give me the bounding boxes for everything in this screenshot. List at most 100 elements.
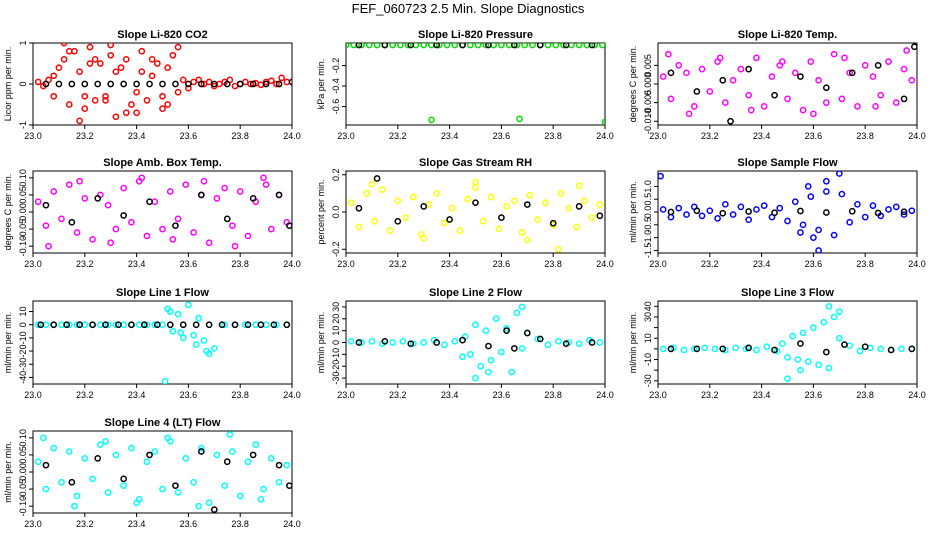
data-point bbox=[58, 321, 65, 329]
data-point bbox=[86, 60, 94, 67]
data-point bbox=[65, 181, 73, 189]
highlight-point bbox=[874, 209, 882, 217]
highlight-point bbox=[218, 321, 226, 329]
data-point bbox=[841, 54, 848, 62]
data-point bbox=[659, 345, 667, 353]
data-point bbox=[50, 72, 58, 80]
x-tick-label: 24.0 bbox=[596, 390, 614, 400]
data-point bbox=[231, 82, 239, 90]
x-tick-label: 23.0 bbox=[337, 131, 355, 141]
data-point bbox=[513, 43, 521, 49]
data-point bbox=[498, 348, 505, 356]
chart-panel: Slope Li-820 Pressure kPa per min. 23.0 23.… bbox=[316, 29, 614, 141]
point-layer bbox=[34, 431, 292, 513]
highlight-point bbox=[81, 80, 89, 88]
data-point bbox=[34, 78, 42, 86]
data-point bbox=[394, 197, 402, 205]
data-point bbox=[164, 101, 172, 108]
figure-title: FEF_060723 2.5 Min. Slope Diagnostics bbox=[352, 1, 585, 16]
highlight-point bbox=[262, 80, 270, 88]
data-point bbox=[76, 117, 83, 125]
highlight-point bbox=[498, 214, 505, 221]
data-point bbox=[838, 95, 846, 103]
highlight-point bbox=[381, 337, 389, 345]
data-point bbox=[552, 43, 560, 49]
data-point bbox=[721, 200, 729, 208]
data-point bbox=[174, 215, 182, 223]
y-tick-label: 1.0 bbox=[643, 180, 653, 193]
data-point bbox=[409, 340, 417, 348]
highlight-point bbox=[771, 91, 778, 99]
data-point bbox=[397, 43, 404, 49]
x-tick-label: 23.4 bbox=[128, 131, 146, 141]
data-point bbox=[698, 65, 706, 73]
data-point bbox=[96, 60, 104, 67]
x-tick-label: 23.6 bbox=[493, 259, 511, 269]
highlight-point bbox=[911, 43, 917, 51]
x-tick-label: 23.2 bbox=[389, 131, 407, 141]
data-point bbox=[102, 97, 109, 104]
y-axis-label: ml/min per min. bbox=[316, 312, 326, 374]
highlight-point bbox=[797, 207, 804, 215]
data-point bbox=[122, 109, 130, 117]
highlight-point bbox=[745, 208, 753, 215]
highlight-point bbox=[719, 76, 727, 84]
x-tick-label: 24.0 bbox=[596, 131, 614, 141]
highlight-point bbox=[381, 43, 389, 49]
highlight-point bbox=[283, 321, 291, 329]
highlight-point bbox=[179, 321, 187, 329]
highlight-point bbox=[249, 194, 257, 202]
y-tick-label: 10 bbox=[643, 333, 653, 343]
data-point bbox=[267, 77, 275, 85]
data-point bbox=[588, 214, 596, 221]
data-point bbox=[433, 190, 440, 197]
x-tick-label: 24.0 bbox=[908, 259, 926, 269]
data-point bbox=[601, 118, 605, 125]
data-point bbox=[151, 321, 159, 329]
highlight-point bbox=[472, 199, 479, 207]
data-point bbox=[182, 181, 190, 189]
data-point bbox=[729, 211, 737, 218]
data-point bbox=[252, 321, 260, 329]
highlight-point bbox=[128, 321, 135, 329]
data-point bbox=[675, 204, 683, 212]
y-tick-label: -1 bbox=[18, 121, 28, 129]
data-point bbox=[908, 207, 916, 215]
highlight-point bbox=[185, 80, 192, 88]
data-point bbox=[346, 43, 350, 49]
data-point bbox=[856, 347, 864, 355]
data-point bbox=[252, 441, 260, 449]
data-point bbox=[404, 43, 412, 49]
data-point bbox=[900, 65, 908, 73]
highlight-point bbox=[159, 80, 166, 88]
point-layer bbox=[34, 301, 291, 384]
data-point bbox=[428, 116, 435, 124]
y-tick-label: 0.05 bbox=[18, 446, 28, 464]
highlight-point bbox=[667, 345, 675, 353]
data-point bbox=[760, 202, 768, 209]
x-tick-label: 23.4 bbox=[753, 259, 771, 269]
data-point bbox=[213, 451, 221, 459]
highlight-point bbox=[771, 346, 778, 354]
data-point bbox=[133, 88, 140, 96]
y-axis-label: ml/min per min. bbox=[3, 312, 13, 374]
y-axis-label: ml/min per min. bbox=[628, 312, 638, 374]
data-point bbox=[378, 186, 386, 193]
highlight-point bbox=[153, 321, 161, 329]
data-point bbox=[900, 211, 908, 218]
highlight-point bbox=[249, 80, 257, 88]
highlight-point bbox=[575, 203, 583, 210]
data-point bbox=[102, 92, 109, 100]
data-point bbox=[854, 103, 861, 110]
x-tick-label: 23.8 bbox=[544, 259, 562, 269]
x-tick-label: 23.6 bbox=[180, 390, 198, 400]
data-point bbox=[908, 76, 916, 84]
data-point bbox=[487, 356, 495, 364]
highlight-point bbox=[50, 321, 58, 329]
data-point bbox=[174, 88, 182, 96]
highlight-point bbox=[198, 448, 205, 455]
data-point bbox=[466, 43, 474, 49]
data-point bbox=[789, 332, 797, 340]
data-point bbox=[185, 84, 192, 92]
data-point bbox=[815, 226, 822, 234]
